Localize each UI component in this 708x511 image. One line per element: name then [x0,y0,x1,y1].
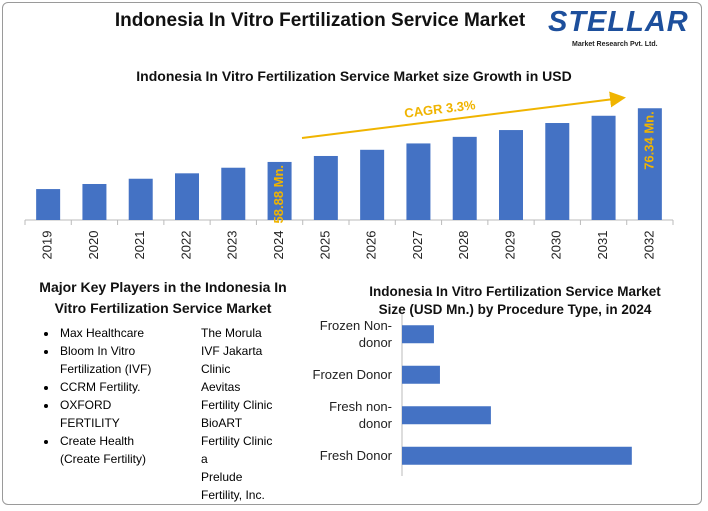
x-tick-label: 2019 [40,231,55,260]
page-title: Indonesia In Vitro Fertilization Service… [114,10,526,31]
key-player: CCRM Fertility. [58,378,180,396]
x-tick-label: 2026 [364,231,379,260]
bar [452,136,477,220]
bar [360,149,385,220]
y-tick-label: Frozen Non-donor [319,318,392,351]
key-player: Bloom In Vitro Fertilization (IVF) [58,342,180,378]
key-player-name: Create Health (Create Fertility) [60,434,147,466]
chart-title: Indonesia In Vitro Fertilization Service… [136,68,572,84]
y-tick-label: Frozen Donor [312,367,392,383]
x-tick-label: 2029 [502,231,517,260]
x-tick-label: 2023 [225,231,240,260]
y-tick-label: Fresh Donor [319,448,392,464]
bar [591,115,616,220]
key-players-title: Major Key Players in the Indonesia In Vi… [39,279,287,316]
key-player: BioART Fertility Clinic a [201,416,273,466]
key-player: Aevitas Fertility Clinic [201,380,273,412]
x-tick-label: 2027 [410,231,425,260]
bar [402,446,632,465]
bar [402,406,491,425]
bar [82,183,107,220]
bar [402,325,434,344]
bar [313,155,338,220]
x-tick-label: 2032 [641,231,656,260]
bar [175,173,199,220]
x-tick-label: 2028 [456,231,471,260]
key-player: Create Health (Create Fertility) [58,432,180,468]
x-tick-label: 2020 [86,231,101,260]
bar [221,167,246,220]
trend-arrow [301,91,626,139]
frame [2,2,702,505]
logo-subtitle: Market Research Pvt. Ltd. [572,41,658,48]
x-tick-label: 2024 [271,231,286,260]
value-label: 58.88 Mn. [271,165,286,224]
y-tick-label: Fresh non-donor [329,399,392,432]
logo-name: STELLAR [548,6,689,38]
value-label: 76.34 Mn. [641,111,656,170]
key-player: Prelude Fertility, Inc. [201,470,265,502]
x-tick-label: 2031 [595,231,610,260]
bar [637,108,662,220]
x-tick-label: 2030 [549,231,564,260]
key-player: Max Healthcare [58,324,180,342]
key-player-name: OXFORD FERTILITY [60,398,120,430]
bar [36,189,61,220]
key-players-list: Max Healthcare Bloom In Vitro Fertilizati… [30,324,180,468]
bar [545,123,570,220]
key-player: The Morula IVF Jakarta Clinic [201,326,263,376]
bar [128,178,153,220]
key-player-name: Bloom In Vitro Fertilization (IVF) [60,344,152,376]
key-player: OXFORD FERTILITY [58,396,180,432]
bar [406,143,431,220]
bar [267,161,292,220]
x-tick-label: 2021 [132,231,147,260]
key-player-name: Max Healthcare [60,326,145,340]
key-player-name: CCRM Fertility. [60,380,141,394]
x-tick-label: 2025 [317,231,332,260]
bar [402,365,440,384]
x-tick-label: 2022 [178,231,193,260]
bar [499,130,523,220]
chart-title: Indonesia In Vitro Fertilization Service… [369,284,661,317]
key-players-list: The Morula IVF Jakarta Clinic Aevitas Fer… [201,324,281,504]
